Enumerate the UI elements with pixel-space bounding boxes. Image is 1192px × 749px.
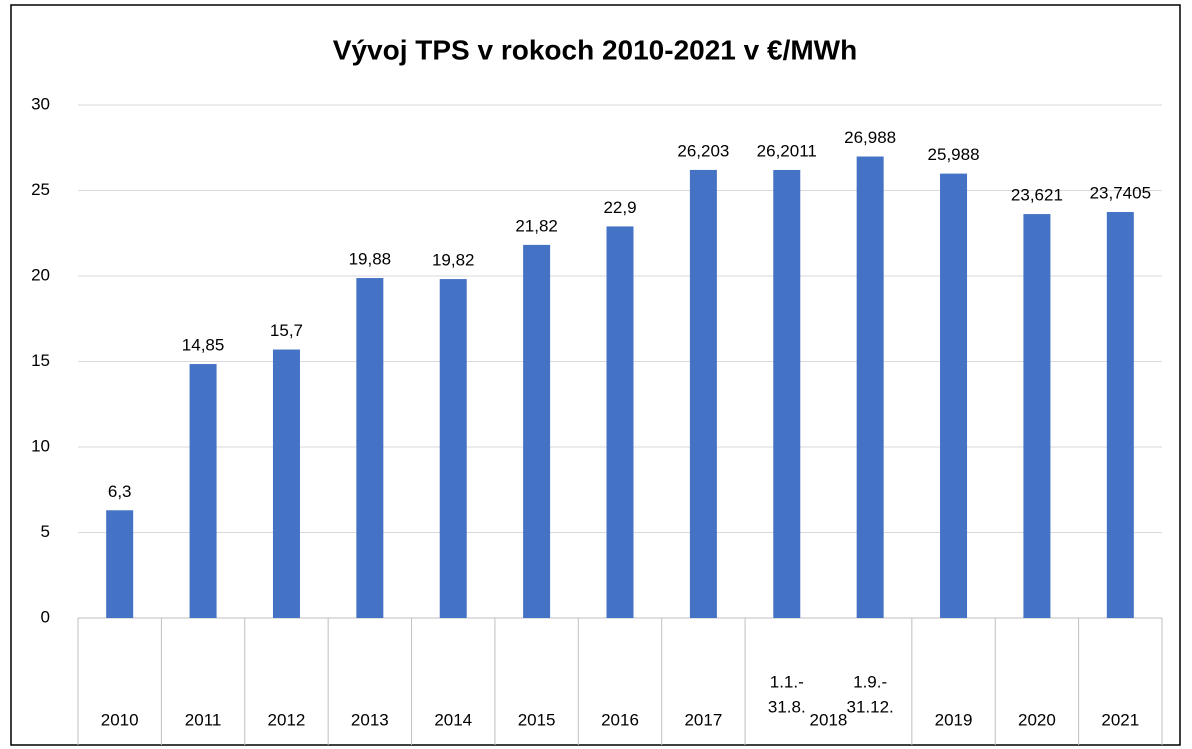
data-label: 19,88 <box>349 250 392 269</box>
data-label: 25,988 <box>928 145 980 164</box>
data-label: 26,2011 <box>757 141 817 160</box>
bar <box>356 278 384 618</box>
x-tick-label: 2021 <box>1101 710 1139 729</box>
x-tick-label: 2014 <box>434 710 472 729</box>
bar <box>189 364 217 618</box>
x-tick-label: 2016 <box>601 710 639 729</box>
bar <box>773 169 801 619</box>
y-tick-label: 0 <box>41 607 50 626</box>
x-tick-label: 2011 <box>185 710 222 729</box>
chart-border <box>10 4 1181 746</box>
x-tick-label: 2017 <box>684 710 722 729</box>
bar <box>106 510 134 618</box>
data-label: 21,82 <box>515 216 558 235</box>
data-label: 6,3 <box>108 482 132 501</box>
x-tick-label: 2012 <box>268 710 306 729</box>
data-label: 26,203 <box>677 141 729 160</box>
y-tick-label: 10 <box>31 436 50 455</box>
bar <box>1023 214 1051 618</box>
bar <box>439 279 467 618</box>
x-tick-label: 2020 <box>1018 710 1056 729</box>
bar <box>1106 212 1134 618</box>
bar <box>523 244 551 619</box>
x-tick-label: 2010 <box>101 710 139 729</box>
data-label: 23,7405 <box>1090 184 1151 203</box>
bar <box>689 169 717 618</box>
data-label: 15,7 <box>270 321 303 340</box>
data-label: 26,988 <box>844 128 896 147</box>
y-tick-label: 15 <box>31 351 50 370</box>
x-group-label: 2018 <box>810 710 848 729</box>
y-tick-label: 5 <box>41 522 50 541</box>
y-tick-label: 25 <box>31 180 50 199</box>
x-tick-label: 2013 <box>351 710 389 729</box>
bar <box>856 156 884 619</box>
x-tick-label: 2015 <box>518 710 556 729</box>
y-tick-label: 30 <box>31 94 50 113</box>
chart-title: Vývoj TPS v rokoch 2010-2021 v €/MWh <box>333 34 857 65</box>
data-label: 22,9 <box>603 198 636 217</box>
x-tick-label: 1.1.- <box>770 672 804 691</box>
x-tick-label: 31.12. <box>847 697 894 716</box>
data-label: 19,82 <box>432 251 475 270</box>
data-label: 14,85 <box>182 336 225 355</box>
bar <box>606 226 634 618</box>
y-tick-label: 20 <box>31 265 50 284</box>
x-tick-label: 1.9.- <box>853 672 887 691</box>
x-tick-label: 31.8. <box>768 697 806 716</box>
x-tick-label: 2019 <box>935 710 973 729</box>
bar <box>940 173 968 618</box>
bar <box>272 349 300 618</box>
data-label: 23,621 <box>1011 186 1063 205</box>
